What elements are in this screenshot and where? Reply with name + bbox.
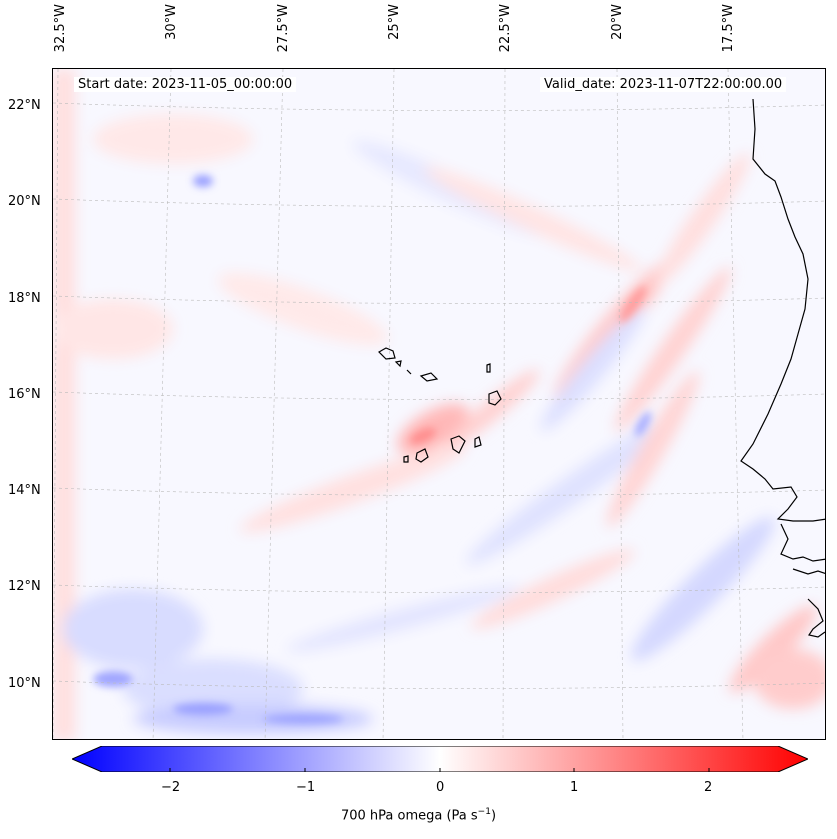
colorbar-tick-minus-2: −2 [161,780,181,795]
lat-label-20n: 20°N [8,194,41,209]
lat-label-12n: 12°N [8,579,41,594]
lat-label-10n: 10°N [8,676,41,691]
lon-label-17-5w: 17.5°W [721,4,736,53]
omega-field-map [53,69,825,739]
lon-label-25w: 25°W [387,4,402,40]
lat-label-18n: 18°N [8,291,41,306]
colorbar-label: 700 hPa omega (Pa s−1) [340,807,497,824]
start-date-label: Start date: 2023-11-05_00:00:00 [74,77,297,92]
colorbar-tick-0: 0 [436,780,445,795]
valid-date-label: Valid_date: 2023-11-07T22:00:00.00 [540,77,787,92]
lon-label-27-5w: 27.5°W [276,4,291,53]
lon-label-32-5w: 32.5°W [53,4,68,53]
lat-label-14n: 14°N [8,483,41,498]
cape-verde-islands [378,347,502,463]
lon-label-30w: 30°W [164,4,179,40]
coastline [740,98,825,638]
colorbar-tick-minus-1: −1 [296,780,316,795]
colorbar-tick-1: 1 [570,780,579,795]
lat-label-16n: 16°N [8,387,41,402]
colorbar [72,746,808,772]
colorbar-tick-2: 2 [704,780,713,795]
graticule [53,69,825,739]
omega-field [53,69,825,739]
lat-label-22n: 22°N [8,98,41,113]
lon-label-22-5w: 22.5°W [498,4,513,53]
lon-label-20w: 20°W [610,4,625,40]
map-panel[interactable] [52,68,826,740]
